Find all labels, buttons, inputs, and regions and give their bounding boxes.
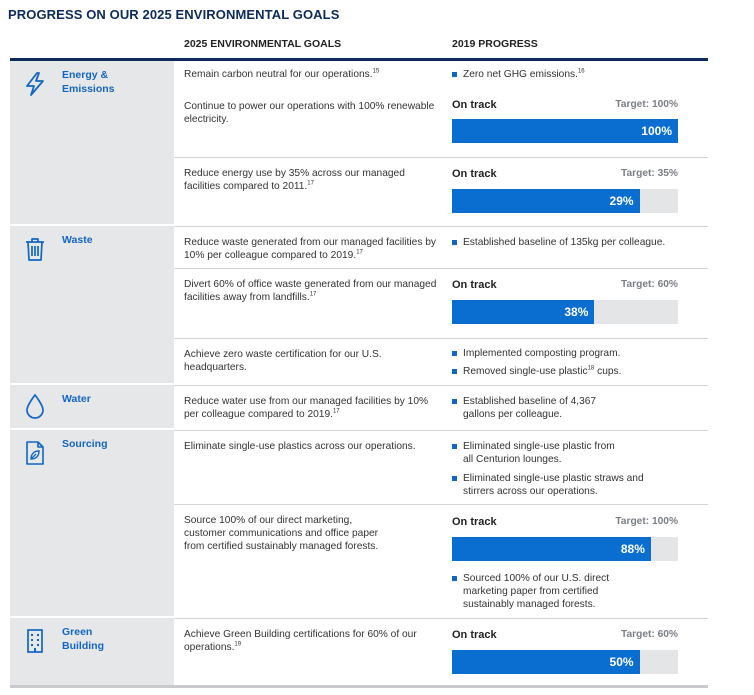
trash-bin-icon: [22, 236, 48, 262]
category-water: Water: [10, 385, 174, 428]
goal-row: Eliminate single-use plastics across our…: [174, 430, 708, 504]
progress-value: 88%: [620, 542, 645, 556]
progress-bar-fill: 29%: [452, 189, 640, 213]
progress-value: 29%: [609, 194, 634, 208]
progress-bullet: Implemented composting program.: [452, 347, 692, 360]
page-title: PROGRESS ON OUR 2025 ENVIRONMENTAL GOALS: [8, 7, 340, 22]
goals-column-header: 2025 ENVIRONMENTAL GOALS: [184, 38, 342, 50]
category-label: Water: [62, 393, 91, 405]
goal-text: Source 100% of our direct marketing, cus…: [184, 515, 379, 552]
status-label: On track: [452, 279, 497, 291]
progress-bullet: Removed single-use plastic18 cups.: [452, 365, 692, 378]
leaf-document-icon: [22, 440, 48, 466]
progress-bullet: Eliminated single-use plastic straws and…: [452, 472, 672, 498]
category-sourcing: Sourcing: [10, 430, 174, 616]
bottom-rule: [10, 685, 708, 688]
progress-bullet: Sourced 100% of our U.S. direct marketin…: [452, 572, 632, 611]
progress-value: 100%: [641, 124, 672, 138]
status-label: On track: [452, 516, 497, 528]
progress-bar: 29%: [452, 189, 678, 213]
progress-value: 50%: [609, 655, 634, 669]
category-label: Waste: [62, 234, 93, 246]
category-energy-emissions: Energy & Emissions: [10, 61, 174, 224]
goal-row: Achieve zero waste certification for our…: [174, 338, 708, 385]
progress-bullet: Established baseline of 135kg per collea…: [452, 236, 692, 249]
category-green-building: Green Building: [10, 618, 174, 685]
target-label: Target: 100%: [615, 99, 678, 110]
goal-text: Eliminate single-use plastics across our…: [184, 441, 416, 452]
lightning-bolt-icon: [22, 71, 48, 97]
category-label: Energy & Emissions: [62, 69, 115, 95]
progress-value: 38%: [564, 305, 589, 319]
category-waste: Waste: [10, 226, 174, 383]
progress-bullet: Zero net GHG emissions.16: [452, 68, 692, 81]
header-rule: [10, 58, 708, 61]
goal-text: Achieve zero waste certification for our…: [184, 349, 382, 373]
goal-row: Remain carbon neutral for our operations…: [174, 61, 708, 91]
goal-text: Divert 60% of office waste generated fro…: [184, 279, 437, 303]
goal-row: Achieve Green Building certifications fo…: [174, 618, 708, 685]
goal-row: Divert 60% of office waste generated fro…: [174, 268, 708, 338]
goal-row: Reduce energy use by 35% across our mana…: [174, 157, 708, 224]
goal-row: Source 100% of our direct marketing, cus…: [174, 504, 708, 616]
goal-text: Reduce waste generated from our managed …: [184, 237, 436, 261]
building-icon: [22, 628, 48, 654]
category-label: Green Building: [62, 626, 104, 652]
target-label: Target: 100%: [615, 516, 678, 527]
progress-column-header: 2019 PROGRESS: [452, 38, 538, 50]
progress-bar: 50%: [452, 650, 678, 674]
progress-bar-fill: 100%: [452, 119, 678, 143]
status-label: On track: [452, 168, 497, 180]
progress-bar-fill: 50%: [452, 650, 640, 674]
target-label: Target: 60%: [621, 279, 678, 290]
progress-bar: 38%: [452, 300, 678, 324]
target-label: Target: 60%: [621, 629, 678, 640]
goal-text: Reduce energy use by 35% across our mana…: [184, 168, 405, 192]
progress-bar-fill: 88%: [452, 537, 651, 561]
category-label: Sourcing: [62, 438, 108, 450]
water-drop-icon: [22, 393, 48, 419]
progress-bullet: Established baseline of 4,367 gallons pe…: [452, 395, 622, 421]
progress-bar: 88%: [452, 537, 678, 561]
goal-text: Reduce water use from our managed facili…: [184, 396, 429, 420]
goal-row: Continue to power our operations with 10…: [174, 91, 708, 157]
goal-text: Continue to power our operations with 10…: [184, 101, 435, 125]
goal-row: Reduce waste generated from our managed …: [174, 226, 708, 268]
status-label: On track: [452, 629, 497, 641]
progress-bar: 100%: [452, 119, 678, 143]
progress-bullet: Eliminated single-use plastic from all C…: [452, 440, 622, 466]
goal-text: Achieve Green Building certifications fo…: [184, 629, 417, 653]
status-label: On track: [452, 99, 497, 111]
target-label: Target: 35%: [621, 168, 678, 179]
goal-text: Remain carbon neutral for our operations…: [184, 68, 380, 80]
goal-row: Reduce water use from our managed facili…: [174, 385, 708, 430]
progress-bar-fill: 38%: [452, 300, 595, 324]
